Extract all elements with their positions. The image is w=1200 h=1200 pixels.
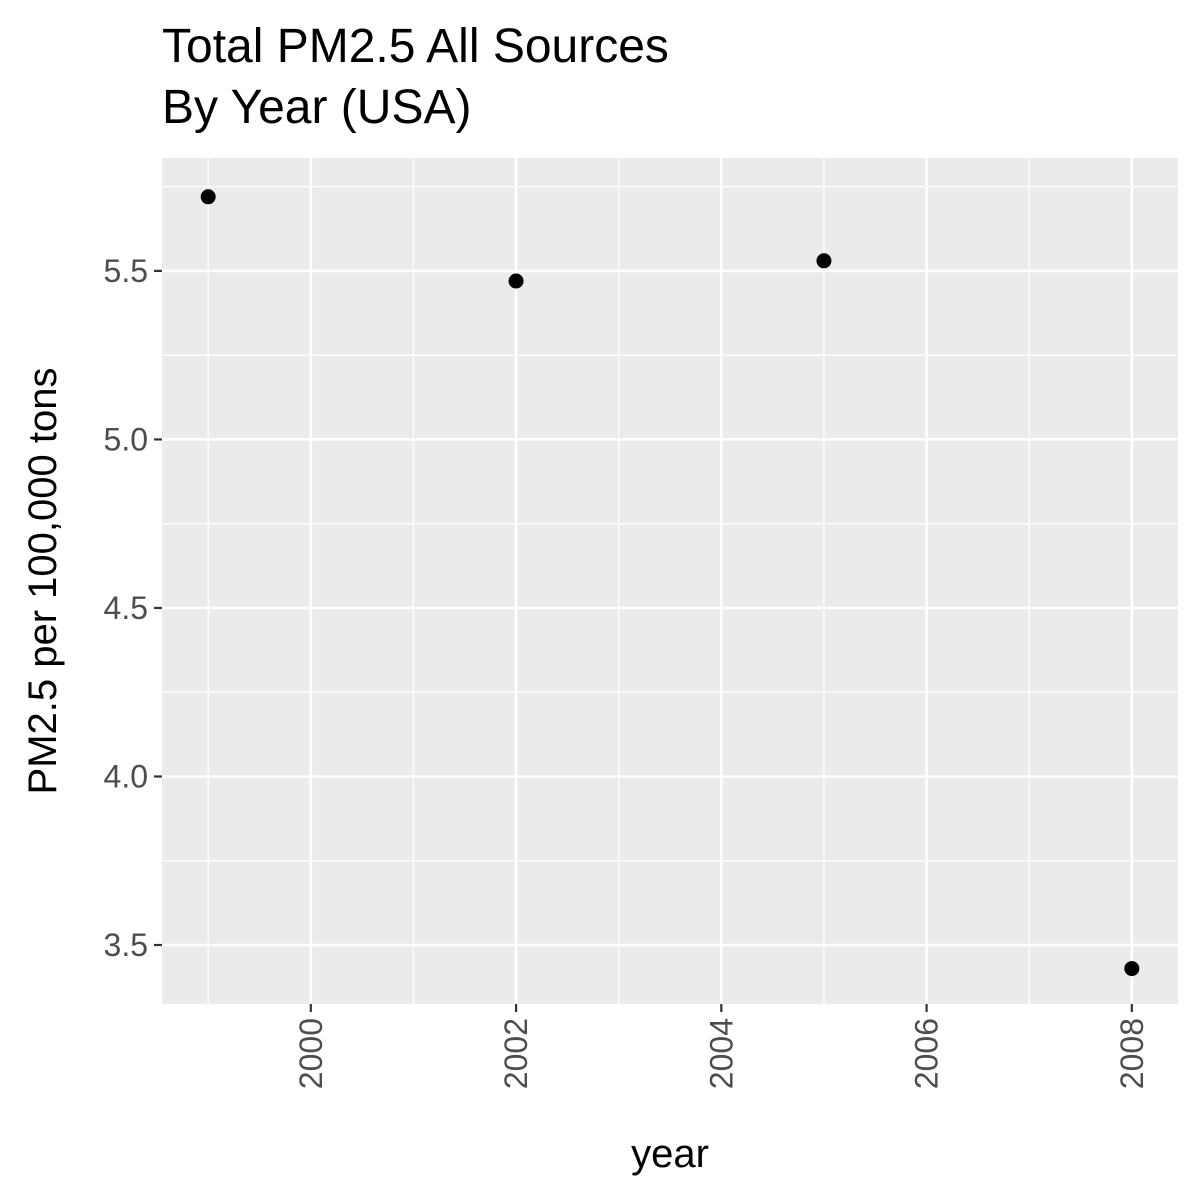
plot-panel: [162, 158, 1178, 1004]
x-tick-label: 2006: [909, 1018, 945, 1089]
x-axis-ticks: 2000 2002 2004 2006 2008: [293, 1004, 1150, 1089]
x-tick-label: 2008: [1114, 1018, 1150, 1089]
minor-gridlines: [162, 158, 1178, 1004]
chart-title-line-1: Total PM2.5 All Sources: [162, 20, 669, 73]
x-tick-label: 2004: [703, 1018, 739, 1089]
data-point: [1124, 961, 1140, 977]
y-axis-title: PM2.5 per 100,000 tons: [21, 368, 65, 795]
data-points: [200, 189, 1140, 977]
data-point: [816, 253, 832, 269]
y-axis-ticks: 3.5 4.0 4.5 5.0 5.5: [104, 253, 162, 963]
data-point: [508, 273, 524, 289]
x-tick-label: 2000: [293, 1018, 329, 1089]
x-axis-title: year: [631, 1132, 709, 1176]
chart-title-line-2: By Year (USA): [162, 81, 471, 134]
y-tick-label: 5.0: [104, 421, 148, 457]
y-tick-label: 4.5: [104, 590, 148, 626]
y-tick-label: 4.0: [104, 758, 148, 794]
x-tick-label: 2002: [498, 1018, 534, 1089]
y-tick-label: 5.5: [104, 253, 148, 289]
major-gridlines: [162, 158, 1178, 1004]
y-tick-label: 3.5: [104, 927, 148, 963]
data-point: [200, 189, 216, 205]
